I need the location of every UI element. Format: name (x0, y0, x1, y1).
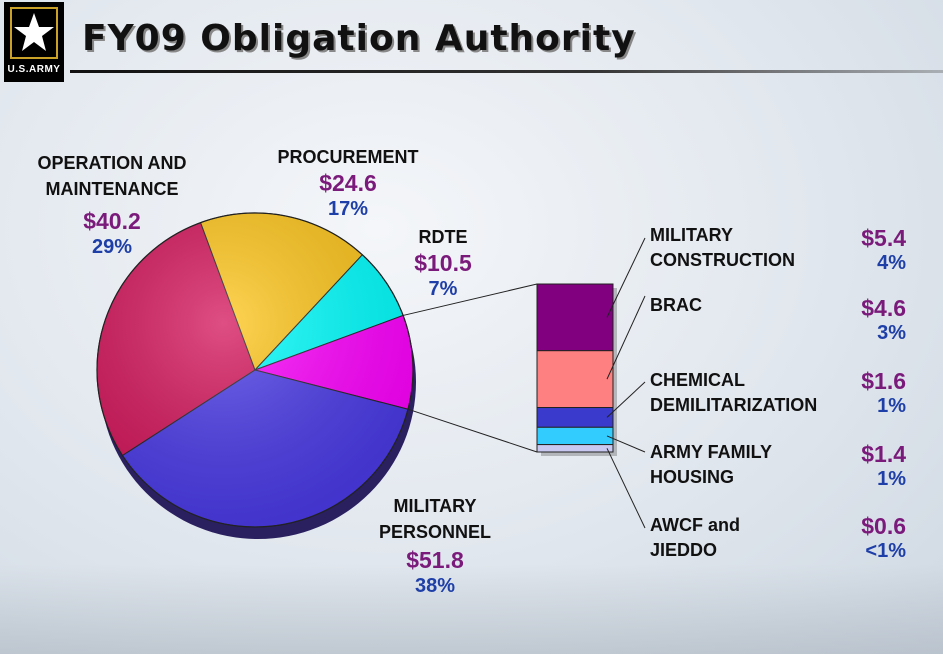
value-military-construction: $5.4 4% (816, 226, 906, 276)
value-army-family-housing: $1.4 1% (816, 442, 906, 492)
bar-segment-army-family-housing (536, 426, 614, 446)
pie-outline (96, 212, 414, 528)
label-procurement: PROCUREMENT $24.6 17% (258, 144, 438, 222)
title-divider (70, 70, 943, 73)
logo-text: U.S.ARMY (7, 64, 61, 75)
leader-lines (403, 237, 646, 529)
awcf-name-line1: AWCF and (650, 515, 740, 535)
leader-military-construction (606, 237, 646, 318)
label-military-construction: MILITARY CONSTRUCTION (650, 223, 860, 273)
label-rdte: RDTE $10.5 7% (398, 224, 488, 302)
logo-frame (10, 7, 58, 59)
leader-line-bottom (407, 408, 538, 453)
procurement-amount: $24.6 (319, 170, 377, 196)
om-percent: 29% (91, 236, 133, 258)
chem-percent: 1% (877, 395, 906, 417)
stacked-bar (536, 283, 617, 456)
awcf-amount: $0.6 (861, 513, 906, 539)
mc-name-line2: CONSTRUCTION (650, 250, 795, 270)
brac-amount: $4.6 (861, 295, 906, 321)
leader-awcf-jieddo (606, 448, 646, 529)
leader-army-family-housing (606, 435, 646, 453)
rdte-name: RDTE (418, 227, 468, 247)
leader-line-top (403, 283, 538, 316)
om-name-line2: MAINTENANCE (45, 179, 179, 199)
label-awcf-jieddo: AWCF and JIEDDO (650, 513, 860, 563)
label-brac: BRAC (650, 293, 860, 318)
afh-name-line2: HOUSING (650, 467, 735, 487)
mp-name-line2: PERSONNEL (378, 522, 492, 542)
bar-segment-awcf-jieddo (536, 444, 614, 453)
bar-segment-brac (536, 350, 614, 409)
star-icon (14, 13, 54, 51)
chem-amount: $1.6 (861, 368, 906, 394)
om-name-line1: OPERATION AND (37, 153, 187, 173)
value-awcf-jieddo: $0.6 <1% (816, 514, 906, 564)
rdte-amount: $10.5 (414, 250, 472, 276)
label-operation-maintenance: OPERATION AND MAINTENANCE $40.2 29% (12, 150, 212, 260)
label-chemical-demilitarization: CHEMICAL DEMILITARIZATION (650, 368, 860, 418)
value-chemical-demilitarization: $1.6 1% (816, 369, 906, 419)
mc-amount: $5.4 (861, 225, 906, 251)
pie-slices (96, 212, 414, 528)
brac-name: BRAC (650, 295, 702, 315)
afh-amount: $1.4 (861, 441, 906, 467)
procurement-percent: 17% (327, 198, 369, 220)
procurement-name: PROCUREMENT (277, 147, 419, 167)
chem-name-line2: DEMILITARIZATION (650, 395, 818, 415)
label-army-family-housing: ARMY FAMILY HOUSING (650, 440, 860, 490)
mp-amount: $51.8 (406, 547, 464, 573)
value-brac: $4.6 3% (816, 296, 906, 346)
brac-percent: 3% (877, 322, 906, 344)
mc-percent: 4% (877, 252, 906, 274)
page-title: FY09 Obligation Authority (82, 18, 636, 59)
om-amount: $40.2 (83, 208, 141, 234)
rdte-percent: 7% (428, 278, 458, 300)
mp-name-line1: MILITARY (393, 496, 477, 516)
awcf-percent: <1% (865, 540, 906, 562)
leader-chemical-demilitarization (606, 381, 646, 418)
background-fade (0, 564, 943, 654)
bar-segment-military-construction (536, 283, 614, 352)
afh-name-line1: ARMY FAMILY (650, 442, 773, 462)
bar-segment-chemical-demilitarization (536, 407, 614, 428)
leader-brac (606, 295, 646, 380)
mp-percent: 38% (414, 575, 456, 597)
army-logo: U.S.ARMY (4, 2, 64, 82)
chem-name-line1: CHEMICAL (650, 370, 745, 390)
afh-percent: 1% (877, 468, 906, 490)
mc-name-line1: MILITARY (650, 225, 733, 245)
label-military-personnel: MILITARY PERSONNEL $51.8 38% (355, 493, 515, 599)
awcf-name-line2: JIEDDO (650, 540, 718, 560)
